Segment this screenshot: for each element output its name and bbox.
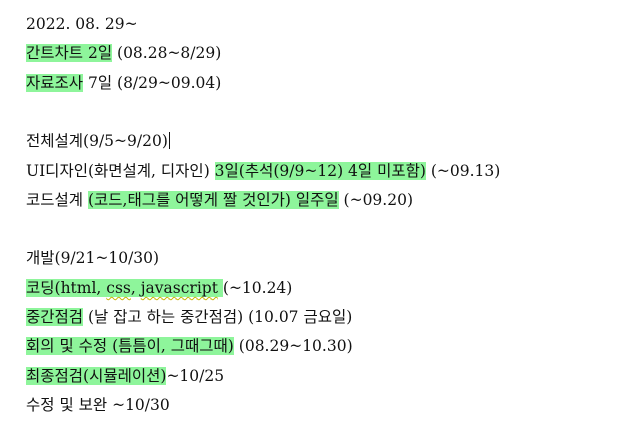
text-run: 2022. 08. 29~ — [26, 15, 138, 33]
text-cursor — [168, 132, 171, 149]
document-line: 회의 및 수정 (틈틈이, 그때그때) (08.29~10.30) — [26, 334, 353, 358]
document-line: 최종점검(시뮬레이션)~10/25 — [26, 364, 224, 388]
text-run: 코드설계 — [26, 191, 88, 209]
highlighted-text: 최종점검(시뮬레이션) — [26, 367, 167, 385]
text-run: (~09.20) — [338, 191, 413, 209]
document-line: 코드설계 (코드,태그를 어떻게 짤 것인가) 일주일 (~09.20) — [26, 188, 413, 212]
document-line: 간트차트 2일 (08.28~8/29) — [26, 41, 221, 65]
highlighted-text: 회의 및 수정 (틈틈이, 그때그때) — [26, 337, 234, 355]
text-run: 7일 (8/29~09.04) — [83, 74, 222, 92]
highlighted-text: 3일(추석(9/9~12) 4일 미포함) — [214, 162, 426, 180]
highlighted-text: 코딩(html, — [26, 279, 107, 297]
document-line: 자료조사 7일 (8/29~09.04) — [26, 71, 221, 95]
text-run: 개발(9/21~10/30) — [26, 249, 160, 267]
highlighted-text: (코드,태그를 어떻게 짤 것인가) 일주일 — [87, 191, 339, 209]
document-line: 중간점검 (날 잡고 하는 중간점검) (10.07 금요일) — [26, 305, 352, 329]
highlighted-text: javascript — [140, 279, 218, 297]
text-run: (~10.24) — [222, 279, 293, 297]
text-run: 전체설계(9/5~9/20) — [26, 132, 168, 150]
highlighted-text: , — [130, 279, 141, 297]
document-line: 수정 및 보완 ~10/30 — [26, 393, 170, 417]
document-line: 전체설계(9/5~9/20) — [26, 129, 171, 153]
text-run: 수정 및 보완 ~10/30 — [26, 396, 170, 414]
text-run: (~09.13) — [425, 162, 501, 180]
highlighted-text — [217, 279, 223, 297]
document-line: 개발(9/21~10/30) — [26, 246, 159, 270]
highlighted-text: 자료조사 — [26, 74, 84, 92]
document-line: UI디자인(화면설계, 디자인) 3일(추석(9/9~12) 4일 미포함) (… — [26, 159, 500, 183]
text-run: (08.29~10.30) — [233, 337, 353, 355]
highlighted-text: css — [106, 279, 131, 297]
document-line: 2022. 08. 29~ — [26, 12, 138, 36]
highlighted-text: 중간점검 — [26, 308, 84, 326]
text-run: (08.28~8/29) — [112, 44, 222, 62]
document-line: 코딩(html, css, javascript (~10.24) — [26, 276, 292, 300]
text-run: ~10/25 — [166, 367, 225, 385]
text-run: (날 잡고 하는 중간점검) (10.07 금요일) — [83, 308, 353, 326]
highlighted-text: 간트차트 2일 — [26, 44, 113, 62]
text-run: UI디자인(화면설계, 디자인) — [26, 162, 215, 180]
